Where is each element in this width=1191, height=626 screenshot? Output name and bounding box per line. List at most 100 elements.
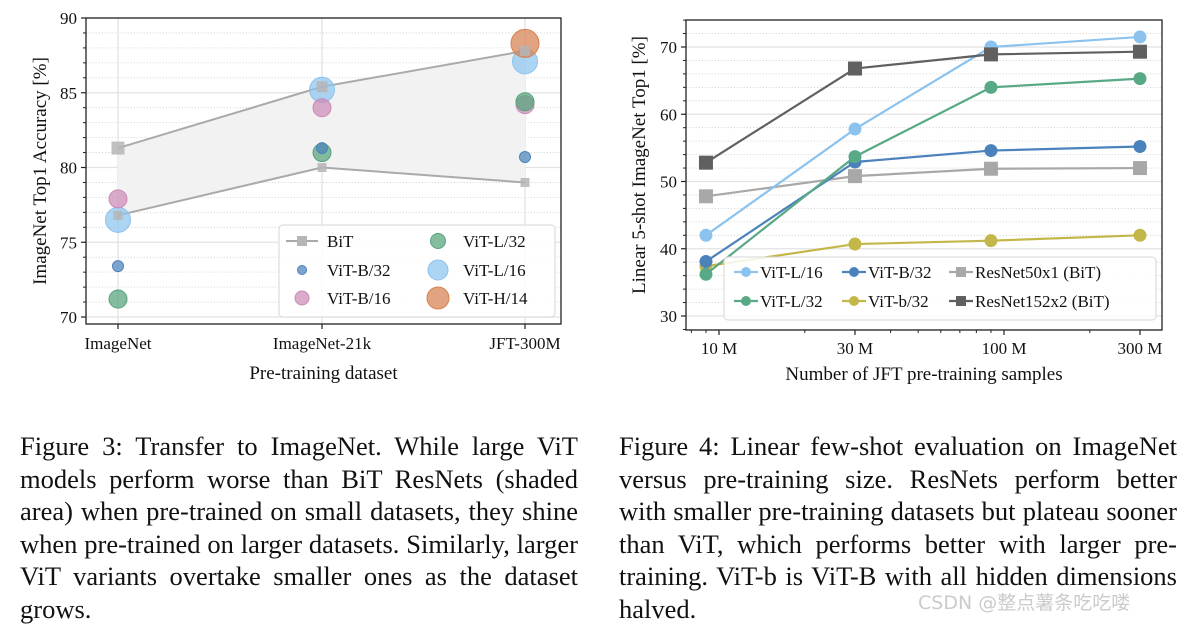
y-tick-label: 50 (660, 173, 677, 192)
legend-box (278, 224, 556, 318)
point-vit-b-32 (1133, 228, 1147, 242)
legend-label-vit-b-32: ViT-B/32 (327, 261, 391, 280)
legend-label-vit-l-16: ViT-L/16 (463, 261, 526, 280)
point-vit-l-32-imagenet (108, 289, 128, 309)
legend-marker-vit-l-16 (427, 259, 449, 281)
x-axis-label: Number of JFT pre-training samples (785, 364, 1062, 385)
point-vit-b-32 (699, 255, 713, 269)
legend-marker-vit-b-32 (849, 296, 859, 306)
bit-upper-marker (111, 141, 125, 155)
legend-label-vit-b-32: ViT-B/32 (868, 263, 932, 282)
x-axis-label: Pre-training dataset (249, 363, 398, 384)
x-tick-label-30-m: 30 M (837, 339, 873, 358)
legend-bit-marker (297, 236, 307, 246)
x-tick-label-100-m: 100 M (982, 339, 1027, 358)
legend-label-resnet50x1-bit: ResNet50x1 (BiT) (975, 263, 1101, 282)
legend-marker-resnet50x1-bit (956, 267, 966, 277)
x-tick-label-imagenet: ImageNet (84, 334, 151, 353)
y-tick-label: 70 (60, 308, 77, 327)
legend-label-resnet152x2-bit: ResNet152x2 (BiT) (975, 292, 1110, 311)
x-tick-label-300-m: 300 M (1118, 339, 1163, 358)
point-vit-b-32 (1133, 140, 1147, 154)
y-tick-label: 30 (660, 307, 677, 326)
legend-marker-resnet152x2-bit (956, 296, 966, 306)
y-tick-label: 60 (660, 105, 677, 124)
plot-frame (85, 17, 562, 325)
point-vit-b-32 (848, 237, 862, 251)
x-tick-label-jft-300m: JFT-300M (489, 334, 560, 353)
x-tick-label-imagenet-21k: ImageNet-21k (273, 334, 372, 353)
watermark: CSDN @整点薯条吃吃喽 (918, 592, 1131, 614)
point-vit-l-32 (848, 150, 862, 164)
legend-marker-vit-b-32 (849, 267, 859, 277)
legend-marker-vit-l-32 (741, 296, 751, 306)
y-tick-label: 90 (60, 9, 77, 28)
y-tick-label: 70 (660, 38, 677, 57)
point-vit-b-16-imagenet-21k (312, 98, 332, 118)
legend-label-vit-l-16: ViT-L/16 (760, 263, 823, 282)
legend-box (723, 256, 1157, 321)
point-vit-b-32 (984, 144, 998, 158)
point-vit-l-16 (1133, 30, 1147, 44)
point-resnet152x2-bit (698, 155, 713, 170)
legend: BiT ViT-B/32 ViT-B/16 ViT-L/32 ViT-L/16 ViT-H… (278, 224, 556, 318)
figure4-chart: 30 40 50 60 70 10 M 30 M 100 M 300 M Number of JF… (629, 19, 1163, 385)
point-vit-h-14-jft-300m (510, 28, 540, 58)
line-vit-l-32 (705, 77, 1141, 276)
plot-frame (685, 19, 1163, 331)
point-vit-b-32-jft-300m (519, 151, 531, 164)
legend-label-vit-l-32: ViT-L/32 (463, 232, 526, 251)
point-resnet50x1-bit (847, 169, 862, 184)
legend-marker-vit-b-16 (294, 290, 310, 306)
point-resnet152x2-bit (1132, 44, 1147, 59)
y-axis-label: ImageNet Top1 Accuracy [%] (30, 57, 51, 285)
line-vit-l-16 (705, 35, 1141, 237)
bit-upper-marker (520, 45, 530, 56)
point-vit-b-16-imagenet (108, 189, 128, 209)
line-vit-b-32 (705, 145, 1141, 263)
legend-marker-vit-l-16 (741, 267, 751, 277)
legend-label-bit: BiT (327, 232, 354, 251)
point-vit-l-32 (984, 80, 998, 94)
line-resnet50x1-bit (705, 166, 1140, 198)
point-vit-b-32-imagenet-21k (316, 142, 328, 155)
point-resnet50x1-bit (698, 189, 713, 204)
x-tick-label-10-m: 10 M (701, 339, 737, 358)
y-tick-label: 75 (60, 233, 77, 252)
point-vit-l-32 (699, 267, 713, 281)
point-vit-l-16 (699, 228, 713, 242)
legend-label-vit-b-32: ViT-b/32 (868, 292, 929, 311)
y-tick-label: 40 (660, 240, 677, 259)
bit-lower-marker (520, 177, 530, 187)
y-axis-label: Linear 5-shot ImageNet Top1 [%] (629, 36, 650, 294)
point-vit-l-32 (1133, 72, 1147, 86)
y-tick-label: 80 (60, 159, 77, 178)
figure4-caption-text: Figure 4: Linear few-shot evaluation on … (619, 431, 1177, 624)
figure3-caption-text: Figure 3: Transfer to ImageNet. While la… (20, 431, 578, 624)
point-resnet50x1-bit (1132, 161, 1147, 176)
y-tick-label: 85 (60, 84, 77, 103)
figure4-caption: Figure 4: Linear few-shot evaluation on … (619, 430, 1177, 626)
point-resnet152x2-bit (847, 61, 862, 76)
figure3-caption: Figure 3: Transfer to ImageNet. While la… (20, 430, 578, 626)
legend-marker-vit-b-32 (297, 265, 307, 275)
legend-label-vit-l-32: ViT-L/32 (760, 292, 823, 311)
bit-lower-marker (113, 210, 123, 220)
line-resnet152x2-bit (705, 50, 1140, 164)
point-resnet152x2-bit (983, 47, 998, 62)
point-vit-l-16 (848, 122, 862, 136)
line-vit-b-32 (705, 234, 1141, 268)
bit-lower-marker (317, 163, 327, 172)
legend-marker-vit-l-32 (430, 233, 446, 249)
figure3-chart: 70 75 80 85 90 ImageNet ImageNet-21k JFT-300M Pr… (30, 9, 562, 384)
point-vit-l-32-jft-300m (515, 92, 535, 112)
legend-marker-vit-h-14 (426, 286, 450, 310)
point-vit-b-32-imagenet (112, 260, 124, 273)
legend-label-vit-b-16: ViT-B/16 (327, 289, 391, 308)
point-resnet50x1-bit (983, 161, 998, 176)
bit-upper-marker (316, 81, 328, 93)
legend-label-vit-h-14: ViT-H/14 (463, 289, 528, 308)
legend: ViT-L/16 ViT-B/32 ResNet50x1 (BiT) ViT-L/32… (723, 256, 1157, 321)
point-vit-b-32 (984, 234, 998, 248)
